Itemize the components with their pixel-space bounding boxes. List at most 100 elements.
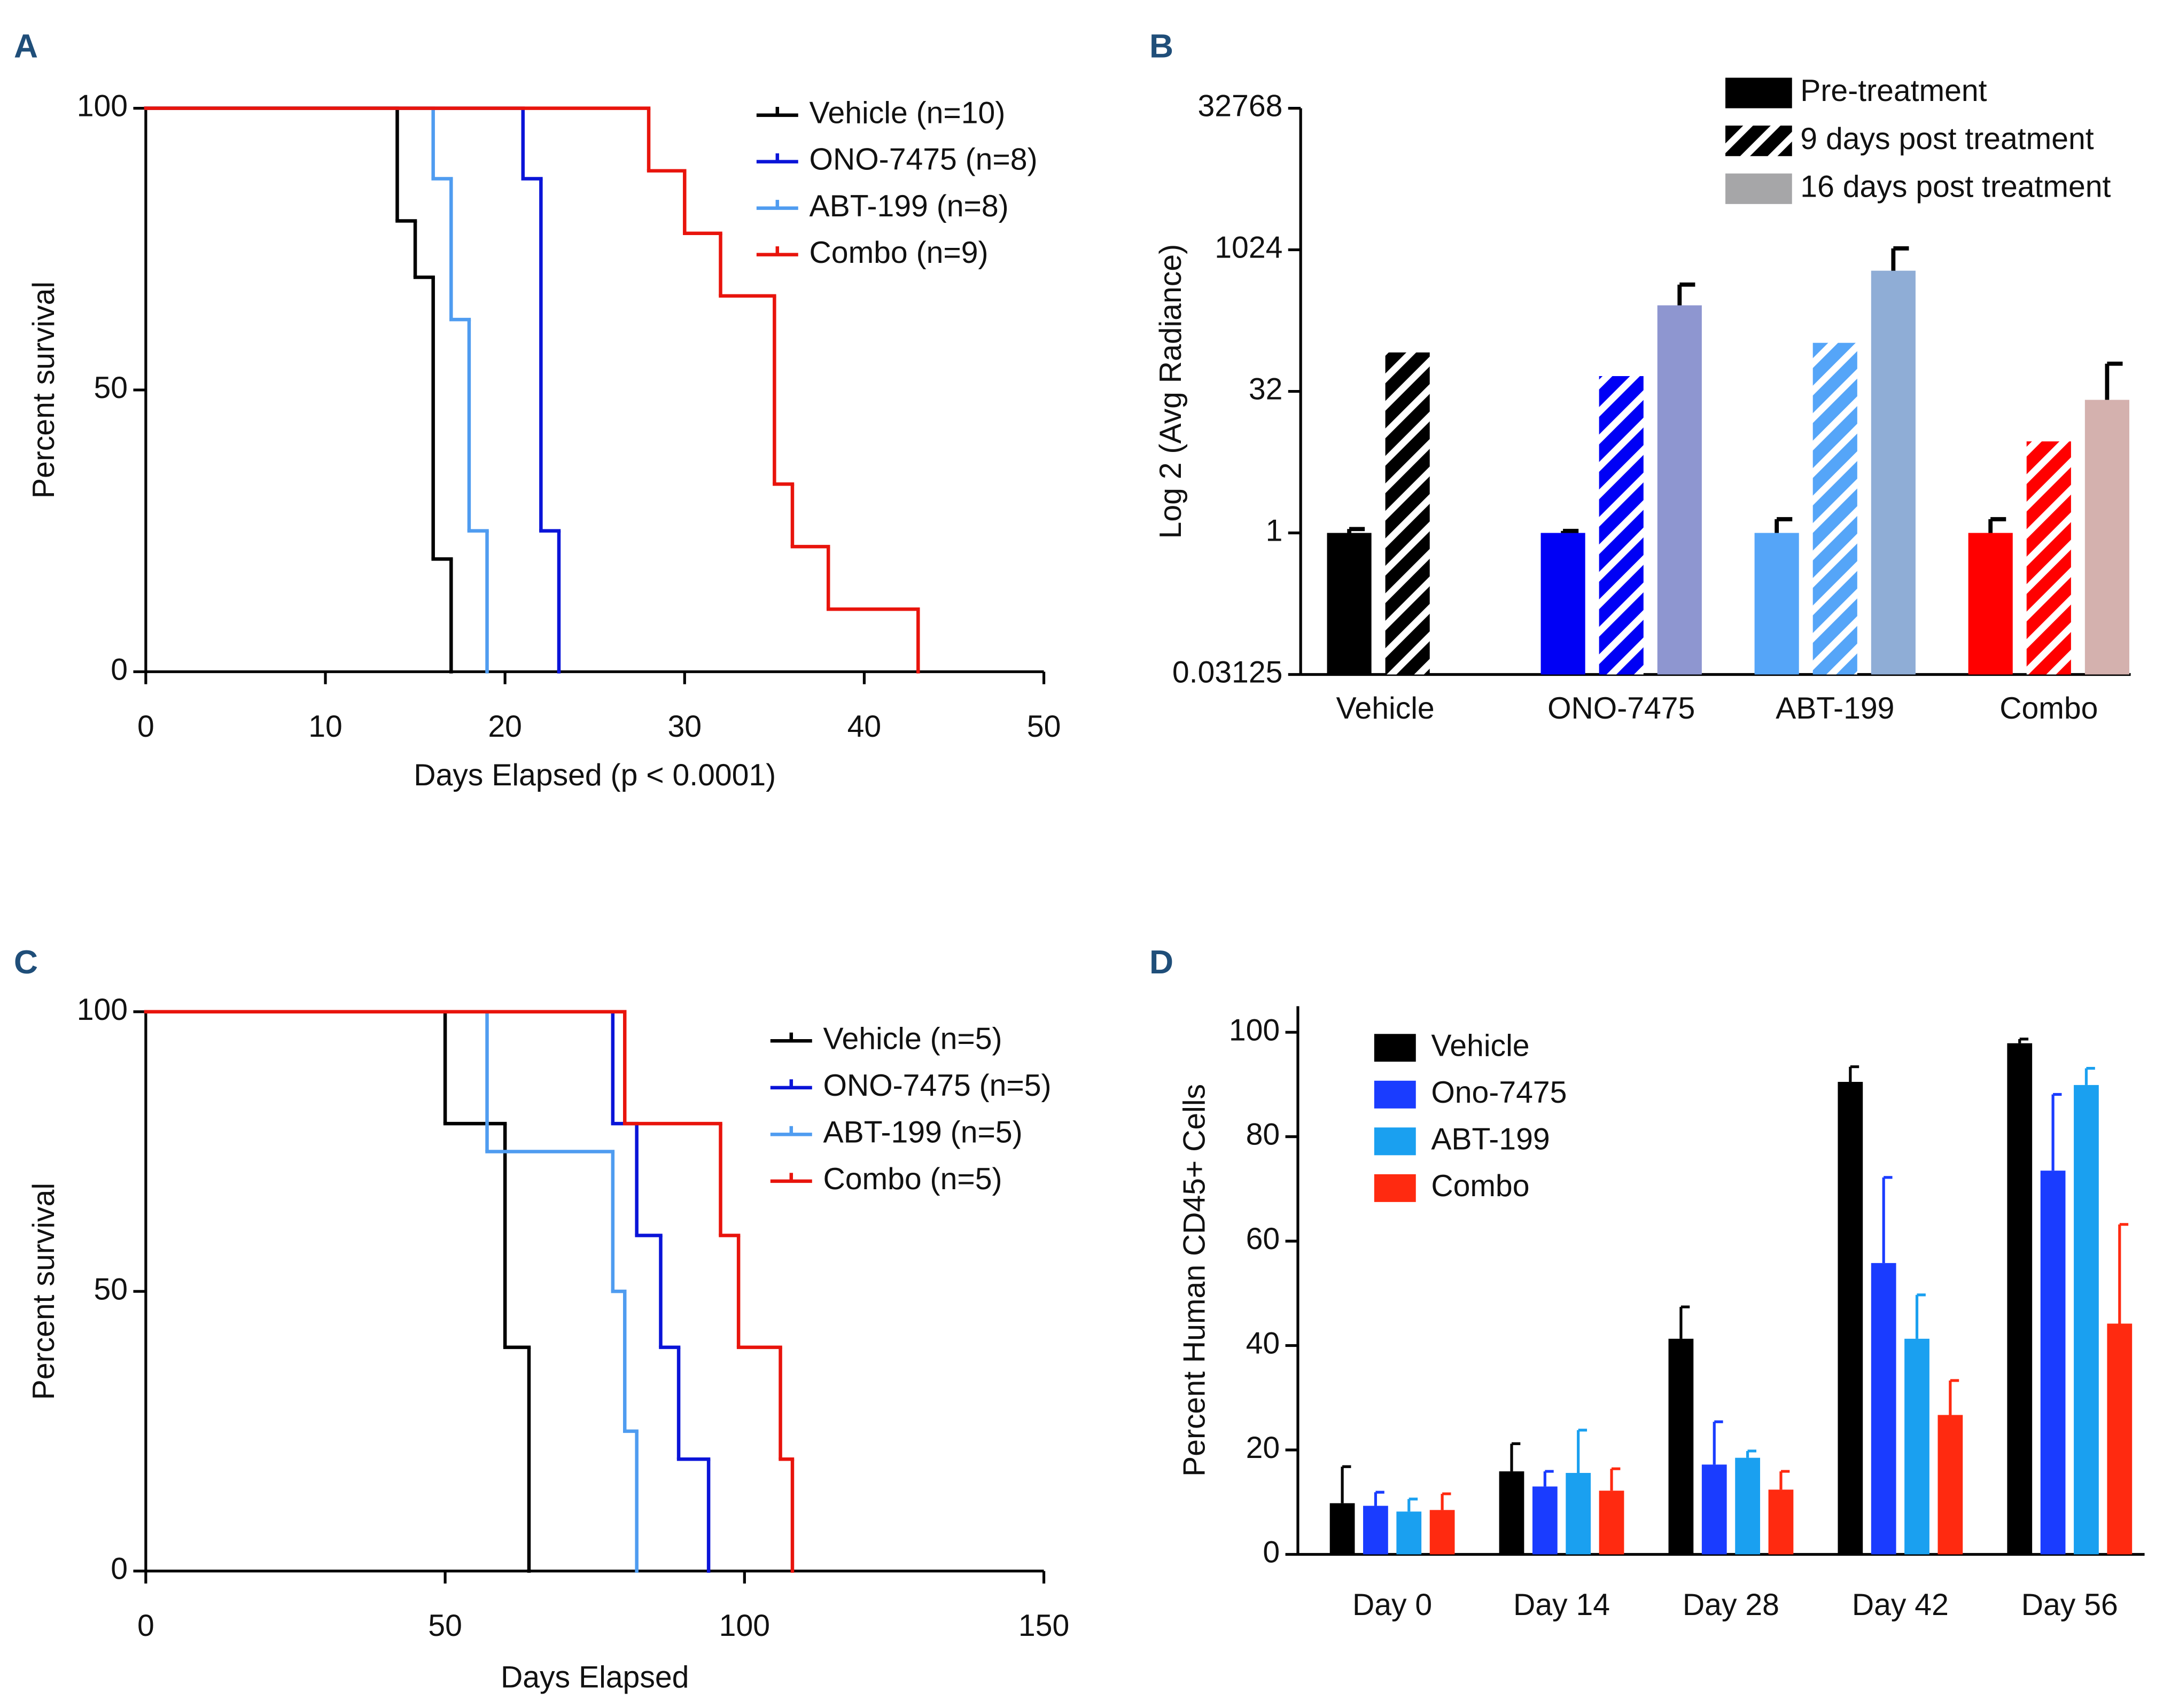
y-tick-label: 50	[94, 1272, 128, 1306]
y-tick-label: 100	[1229, 1013, 1280, 1047]
x-tick-label: 50	[428, 1609, 462, 1643]
legend-label: Combo (n=5)	[823, 1162, 1002, 1196]
y-tick-label: 20	[1246, 1431, 1280, 1465]
bar	[1327, 533, 1372, 675]
x-tick-label: 10	[308, 709, 343, 744]
bar	[2074, 1085, 2099, 1555]
bar	[2107, 1323, 2133, 1555]
x-axis-title: Days Elapsed (p < 0.0001)	[414, 758, 776, 792]
bar	[1599, 376, 1644, 675]
panel-label: C	[14, 944, 38, 981]
legend-swatch	[1725, 77, 1792, 108]
bar	[1499, 1471, 1524, 1555]
legend-label: ABT-199 (n=8)	[810, 189, 1009, 223]
y-tick-label: 50	[94, 371, 128, 405]
bar	[1871, 1263, 1896, 1555]
y-axis-title: Log 2 (Avg Radiance)	[1154, 244, 1188, 539]
bar	[1937, 1415, 1963, 1555]
legend-label: Pre-treatment	[1800, 74, 1987, 108]
bar	[1540, 533, 1585, 675]
legend-swatch	[1374, 1080, 1416, 1109]
bar	[1429, 1510, 1455, 1555]
bar	[1532, 1486, 1558, 1555]
y-tick-label: 0.03125	[1172, 656, 1283, 690]
bar	[1812, 342, 1857, 675]
legend-swatch	[1725, 126, 1792, 157]
bar	[2040, 1171, 2066, 1555]
bar	[1871, 270, 1916, 675]
x-tick-label: 30	[668, 709, 702, 744]
bar	[1904, 1338, 1929, 1555]
legend-label: Vehicle (n=10)	[810, 96, 1006, 130]
legend-label: Combo (n=9)	[810, 236, 989, 270]
y-tick-label: 0	[1263, 1535, 1280, 1570]
x-tick-label: 40	[847, 709, 882, 744]
bar	[1657, 305, 1702, 675]
legend-swatch	[1374, 1127, 1416, 1156]
x-tick-label: 20	[488, 709, 522, 744]
legend-label: ABT-199 (n=5)	[823, 1115, 1023, 1149]
y-tick-label: 32768	[1198, 89, 1283, 123]
panel-label: D	[1149, 944, 1173, 981]
bar	[1396, 1511, 1422, 1555]
panel-label: B	[1149, 28, 1173, 65]
bar	[1754, 533, 1799, 675]
x-tick-label: Day 0	[1352, 1588, 1432, 1622]
x-tick-label: 150	[1018, 1609, 1069, 1643]
legend-label: Vehicle (n=5)	[823, 1021, 1002, 1056]
y-tick-label: 100	[77, 993, 128, 1027]
legend-swatch	[1725, 173, 1792, 204]
y-tick-label: 1	[1266, 514, 1283, 548]
x-axis-title: Days Elapsed	[501, 1660, 689, 1694]
legend-label: ABT-199	[1431, 1122, 1550, 1156]
x-tick-label: 50	[1027, 709, 1061, 744]
x-tick-label: ABT-199	[1776, 691, 1894, 726]
y-tick-label: 40	[1246, 1327, 1280, 1361]
y-tick-label: 1024	[1215, 231, 1282, 265]
legend-swatch	[1374, 1174, 1416, 1202]
bar	[1363, 1506, 1388, 1555]
y-tick-label: 0	[111, 652, 128, 687]
y-tick-label: 80	[1246, 1118, 1280, 1152]
bar	[1566, 1472, 1591, 1555]
y-tick-label: 60	[1246, 1222, 1280, 1256]
bar	[2084, 400, 2129, 675]
legend-label: Vehicle	[1431, 1028, 1529, 1063]
bar	[1768, 1489, 1794, 1555]
legend-label: Combo	[1431, 1169, 1529, 1203]
bar	[1968, 533, 2013, 675]
x-tick-label: 100	[719, 1609, 770, 1643]
y-tick-label: 100	[77, 89, 128, 123]
legend-label: 16 days post treatment	[1800, 169, 2111, 204]
y-axis-title: Percent survival	[27, 1183, 61, 1400]
y-axis-title: Percent Human CD45+ Cells	[1177, 1084, 1211, 1477]
bar	[2007, 1043, 2033, 1555]
bar	[1385, 352, 1430, 675]
x-tick-label: ONO-7475	[1547, 691, 1695, 726]
x-tick-label: Day 14	[1513, 1588, 1610, 1622]
panel-label: A	[14, 28, 38, 65]
legend-swatch	[1374, 1034, 1416, 1062]
x-tick-label: 0	[137, 1609, 154, 1643]
bar	[1735, 1457, 1760, 1555]
x-tick-label: Vehicle	[1336, 691, 1434, 726]
bar	[1668, 1338, 1694, 1555]
bar	[1838, 1082, 1863, 1555]
legend-label: ONO-7475 (n=5)	[823, 1069, 1052, 1103]
legend-label: Ono-7475	[1431, 1075, 1567, 1110]
x-tick-label: Combo	[1999, 691, 2098, 726]
x-tick-label: Day 28	[1683, 1588, 1779, 1622]
x-tick-label: 0	[137, 709, 154, 744]
bar	[2026, 441, 2071, 675]
bar	[1701, 1464, 1727, 1555]
y-tick-label: 0	[111, 1552, 128, 1586]
y-tick-label: 32	[1249, 372, 1283, 407]
x-tick-label: Day 42	[1852, 1588, 1949, 1622]
x-tick-label: Day 56	[2021, 1588, 2118, 1622]
bar	[1599, 1491, 1624, 1555]
legend-label: 9 days post treatment	[1800, 122, 2094, 156]
y-axis-title: Percent survival	[27, 282, 61, 498]
legend-label: ONO-7475 (n=8)	[810, 143, 1038, 177]
